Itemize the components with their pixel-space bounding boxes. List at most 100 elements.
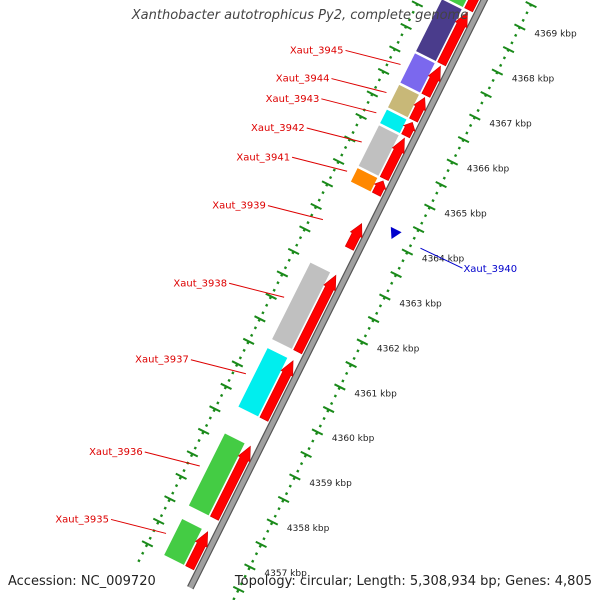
gene-label: Xaut_3939	[212, 201, 266, 212]
scale-tick-outer	[514, 23, 526, 31]
kbp-tick-label: 4366 kbp	[467, 164, 510, 174]
scale-tick-outer	[502, 46, 515, 54]
scale-tick-outer	[266, 518, 279, 526]
scale-tick-outer	[390, 270, 402, 279]
gene-label: Xaut_3937	[135, 355, 189, 366]
cog-feature	[448, 0, 467, 7]
gene-label: Xaut_3940	[463, 264, 517, 275]
scale-tick-inner	[287, 247, 300, 255]
scale-tick-inner	[265, 292, 277, 300]
scale-tick-outer	[480, 90, 492, 99]
cds-arrow	[464, 0, 479, 13]
cog-feature	[358, 125, 399, 176]
scale-tick-outer	[244, 563, 256, 571]
scale-tick-inner	[411, 0, 424, 8]
gene-label-leader	[228, 282, 285, 298]
gene-label-leader	[190, 359, 246, 375]
scale-tick-inner	[299, 225, 311, 233]
scale-tick-outer	[322, 405, 335, 414]
cds-arrow	[437, 11, 468, 67]
scale-tick-inner	[175, 472, 187, 480]
scale-tick-inner	[231, 360, 244, 368]
genome-summary: Topology: circular; Length: 5,308,934 bp…	[234, 574, 592, 589]
kbp-tick-label: 4358 kbp	[287, 524, 330, 534]
kbp-tick-label: 4357 kbp	[264, 569, 307, 579]
cds-arrow	[259, 360, 294, 422]
cds-arrow	[401, 122, 416, 139]
gene-label-leader	[291, 156, 348, 172]
scale-tick-outer	[457, 135, 470, 144]
gene-label: Xaut_3938	[173, 278, 227, 289]
cog-feature	[350, 168, 378, 192]
scale-tick-outer	[334, 383, 346, 391]
cog-feature	[400, 53, 435, 93]
scale-tick-outer	[379, 293, 391, 301]
scale-tick-inner	[197, 427, 210, 435]
gene-label-leader	[306, 127, 362, 143]
cds-arrow	[409, 97, 426, 123]
scale-tick-inner	[186, 450, 199, 458]
genome-title: Xanthobacter autotrophicus Py2, complete…	[131, 8, 469, 23]
gene-label: Xaut_3945	[290, 45, 344, 56]
gene-features	[164, 0, 479, 571]
backbone	[187, 0, 489, 590]
gene-label: Xaut_3942	[251, 123, 305, 134]
gene-label-leader	[321, 98, 377, 114]
cds-arrow-reverse	[390, 226, 402, 239]
scale-ring-outer	[230, 0, 535, 604]
scale-tick-outer	[300, 450, 312, 459]
gene-label: Xaut_3941	[236, 152, 290, 163]
kbp-tick-label: 4359 kbp	[309, 479, 352, 489]
cds-arrow	[421, 65, 441, 98]
gene-label: Xaut_3944	[276, 74, 330, 85]
kbp-tick-label: 4365 kbp	[444, 209, 487, 219]
gene-label: Xaut_3935	[55, 514, 109, 525]
scale-tick-inner	[321, 180, 334, 188]
scale-tick-outer	[525, 1, 537, 9]
cog-feature	[238, 348, 288, 417]
scale-tick-outer	[435, 180, 447, 189]
scale-tick-outer	[232, 585, 245, 594]
kbp-tick-label: 4367 kbp	[489, 119, 532, 129]
gene-label: Xaut_3943	[266, 94, 320, 105]
backbone-edge-outer	[192, 0, 489, 590]
cog-feature	[164, 519, 202, 565]
cog-feature	[388, 84, 419, 118]
gene-label-leader	[144, 451, 200, 467]
scale-tick-outer	[311, 428, 324, 436]
scale-tick-inner	[389, 45, 401, 53]
scale-tick-inner	[332, 157, 345, 166]
scale-tick-inner	[310, 202, 322, 210]
scale-tick-inner	[366, 90, 379, 98]
gene-label-leader	[331, 78, 387, 94]
scale-tick-inner	[141, 540, 154, 548]
gene-label-leader	[110, 518, 167, 534]
scale-tick-outer	[289, 473, 301, 481]
kbp-tick-label: 4368 kbp	[512, 74, 555, 84]
cds-arrow	[293, 274, 337, 355]
cds-arrow	[379, 137, 405, 182]
backbone-edge-inner	[187, 0, 482, 587]
scale-tick-inner	[164, 495, 176, 503]
kbp-tick-label: 4363 kbp	[399, 299, 442, 309]
scale-tick-outer	[356, 338, 369, 346]
cds-arrow	[371, 180, 387, 197]
gene-label-leader	[267, 205, 324, 221]
cds-arrow	[209, 445, 251, 521]
scale-tick-outer	[277, 495, 290, 504]
cds-arrow	[185, 531, 209, 571]
scale-tick-outer	[469, 113, 481, 121]
scale-rings	[137, 0, 537, 604]
scale-tick-inner	[209, 405, 221, 413]
cog-feature	[380, 109, 407, 133]
scale-tick-outer	[367, 315, 380, 324]
cds-arrow	[344, 223, 363, 251]
cog-feature	[272, 262, 331, 349]
scale-tick-outer	[491, 68, 504, 76]
scale-tick-inner	[400, 22, 412, 31]
backbone-band	[187, 0, 488, 590]
scale-tick-inner	[152, 517, 165, 525]
gene-label-leader	[345, 49, 401, 65]
